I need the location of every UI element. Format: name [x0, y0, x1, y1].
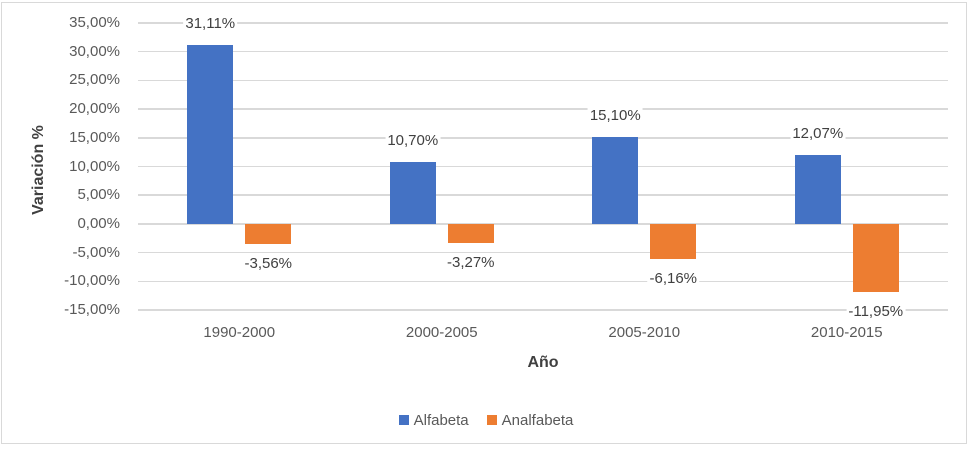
legend-label: Alfabeta	[413, 411, 469, 429]
y-tick-label: 0,00%	[77, 214, 120, 232]
gridline	[138, 79, 948, 82]
data-label-alfabeta-2005-2010: 15,10%	[587, 107, 643, 126]
y-tick-label: 10,00%	[69, 157, 120, 175]
bar-analfabeta-2000-2005[interactable]	[447, 223, 494, 243]
y-tick-label: -10,00%	[64, 272, 120, 290]
y-tick-label: -5,00%	[72, 243, 120, 261]
bar-alfabeta-1990-2000[interactable]	[187, 45, 234, 224]
y-tick-label: 30,00%	[69, 42, 120, 60]
gridline	[138, 50, 948, 53]
gridline	[138, 251, 948, 254]
data-label-analfabeta-1990-2000: -3,56%	[242, 255, 295, 274]
data-label-alfabeta-2000-2005: 10,70%	[385, 132, 441, 151]
y-tick-label: 5,00%	[77, 186, 120, 204]
gridline	[138, 137, 948, 139]
bar-analfabeta-2010-2015[interactable]	[852, 223, 899, 293]
legend-color-swatch	[486, 415, 497, 425]
gridline	[138, 22, 948, 24]
legend-label: Analfabeta	[501, 411, 574, 429]
y-tick-label: -15,00%	[64, 301, 120, 318]
data-label-alfabeta-2010-2015: 12,07%	[790, 124, 846, 143]
x-axis-title: Año	[527, 354, 559, 371]
legend: Alfabeta Analfabeta	[0, 410, 972, 430]
legend-item-alfabeta[interactable]: Alfabeta	[398, 411, 469, 429]
bar-analfabeta-2005-2010[interactable]	[650, 223, 697, 260]
data-label-analfabeta-2005-2010: -6,16%	[647, 270, 700, 289]
y-tick-label: 20,00%	[69, 100, 120, 118]
bar-analfabeta-1990-2000[interactable]	[245, 223, 292, 245]
bar-alfabeta-2010-2015[interactable]	[794, 154, 841, 224]
x-category-label: 2010-2015	[810, 324, 883, 341]
gridline	[138, 309, 948, 311]
gridline	[138, 165, 948, 168]
bar-alfabeta-2005-2010[interactable]	[592, 137, 639, 224]
data-label-analfabeta-2010-2015: -11,95%	[846, 303, 906, 322]
y-tick-label: 15,00%	[69, 128, 120, 146]
x-category-label: 2000-2005	[405, 324, 478, 341]
gridline	[138, 108, 948, 110]
gridline	[138, 280, 948, 283]
x-category-label: 1990-2000	[203, 324, 276, 341]
bar-alfabeta-2000-2005[interactable]	[389, 162, 436, 224]
legend-color-swatch	[398, 415, 409, 425]
x-category-label: 2005-2010	[608, 324, 681, 341]
y-tick-label: 25,00%	[69, 71, 120, 89]
data-label-analfabeta-2000-2005: -3,27%	[444, 253, 497, 272]
legend-item-analfabeta[interactable]: Analfabeta	[486, 411, 574, 429]
gridline	[138, 223, 948, 225]
y-tick-label: 35,00%	[69, 14, 120, 31]
data-label-alfabeta-1990-2000: 31,11%	[183, 15, 238, 34]
gridline	[138, 194, 948, 196]
